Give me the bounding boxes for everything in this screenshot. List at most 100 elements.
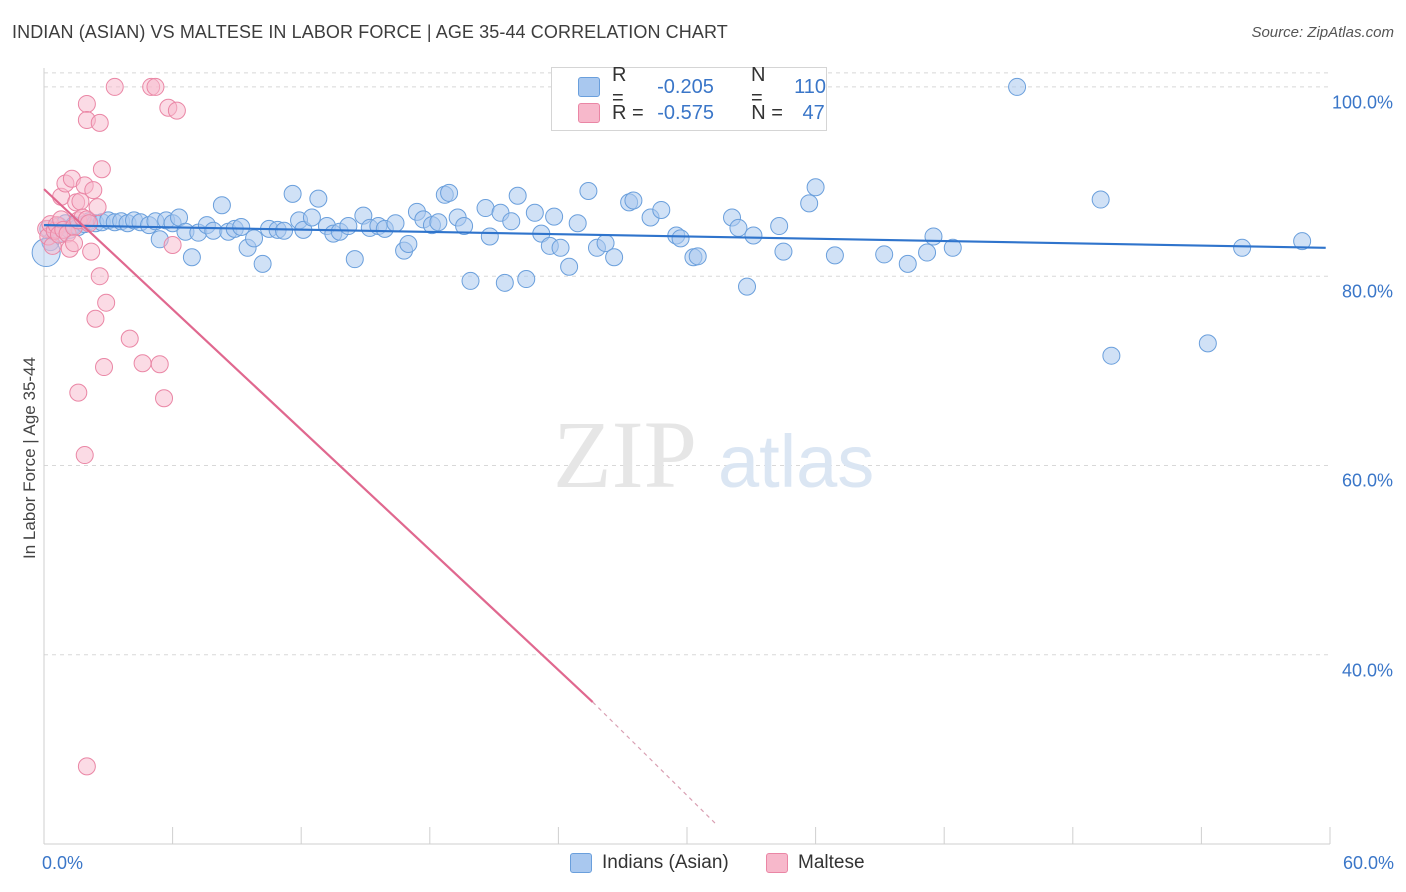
point-indians-asian: [605, 248, 624, 267]
legend-r-value: -0.205: [657, 75, 714, 98]
point-indians-asian: [624, 191, 643, 210]
point-indians-asian: [545, 207, 564, 226]
point-indians-asian: [800, 194, 819, 213]
point-indians-asian: [386, 214, 405, 233]
point-indians-asian: [924, 227, 943, 246]
point-maltese: [82, 242, 101, 261]
y-tick-label-60: 60.0%: [1341, 470, 1393, 491]
point-indians-asian: [774, 242, 793, 261]
legend-label-maltese: Maltese: [798, 852, 865, 873]
point-maltese: [163, 235, 182, 254]
point-indians-asian: [461, 271, 480, 290]
legend-item-maltese[interactable]: Maltese: [766, 852, 865, 874]
legend-r-label: R =: [611, 64, 627, 109]
point-indians-asian: [1293, 232, 1312, 251]
x-tick-max: 60.0%: [1342, 853, 1394, 873]
point-indians-asian: [744, 226, 763, 245]
watermark-atlas: atlas: [718, 420, 874, 503]
point-maltese: [65, 234, 84, 253]
point-indians-asian: [429, 213, 448, 232]
legend-item-indians-asian[interactable]: Indians (Asian): [570, 852, 729, 874]
point-indians-asian: [770, 217, 789, 236]
point-indians-asian: [345, 250, 364, 269]
point-indians-asian: [568, 214, 587, 233]
gridlines: [44, 72, 1330, 656]
source-label: Source: ZipAtlas.com: [1251, 24, 1394, 41]
legend-swatch-pink: [766, 853, 788, 873]
point-indians-asian: [1008, 77, 1027, 96]
y-tick-label-100: 100.0%: [1331, 92, 1393, 113]
point-maltese: [77, 94, 96, 113]
legend-n-label: N =: [751, 101, 783, 124]
point-indians-asian: [551, 238, 570, 257]
trend-lines: [43, 188, 1326, 826]
point-maltese: [150, 355, 169, 374]
legend-r-value: -0.575: [657, 101, 714, 124]
trend-line-maltese: [43, 188, 594, 703]
point-maltese: [90, 113, 109, 132]
point-indians-asian: [245, 229, 264, 248]
point-indians-asian: [182, 248, 201, 267]
point-indians-asian: [652, 200, 671, 219]
point-indians-asian: [729, 218, 748, 237]
point-indians-asian: [339, 217, 358, 236]
legend-r-label: R =: [612, 101, 644, 124]
legend-n-value: 110: [794, 75, 826, 98]
point-maltese: [69, 383, 88, 402]
series-maltese-points: [37, 77, 186, 776]
point-indians-asian: [1233, 238, 1252, 257]
point-maltese: [75, 446, 94, 465]
point-maltese: [80, 214, 99, 233]
point-indians-asian: [1102, 346, 1121, 365]
point-indians-asian: [898, 254, 917, 273]
point-indians-asian: [455, 217, 474, 236]
axes: [43, 68, 1331, 845]
x-tick-min: 0.0%: [42, 853, 84, 873]
point-maltese: [86, 309, 105, 328]
legend-swatch-blue: [578, 77, 600, 97]
y-tick-label-80: 80.0%: [1341, 281, 1393, 302]
point-maltese: [84, 181, 103, 200]
point-indians-asian: [480, 227, 499, 246]
correlation-legend: R = -0.205 N = 110 R = -0.575 N = 47: [551, 64, 827, 131]
point-indians-asian: [825, 246, 844, 265]
point-indians-asian: [212, 196, 231, 215]
point-maltese: [133, 354, 152, 373]
point-indians-asian: [525, 203, 544, 222]
point-maltese: [90, 267, 109, 286]
point-indians-asian: [806, 178, 825, 197]
point-maltese: [92, 160, 111, 179]
point-indians-asian: [1198, 334, 1217, 353]
point-indians-asian: [1091, 190, 1110, 209]
point-indians-asian: [495, 273, 514, 292]
point-indians-asian: [508, 186, 527, 205]
point-indians-asian: [476, 199, 495, 218]
point-maltese: [167, 101, 186, 120]
point-indians-asian: [204, 221, 223, 240]
trend-line-maltese-extension: [592, 701, 718, 826]
trend-line-indians-asian: [43, 223, 1326, 249]
y-tick-label-40: 40.0%: [1341, 660, 1393, 681]
point-indians-asian: [232, 217, 251, 236]
point-maltese: [88, 198, 107, 217]
point-indians-asian: [399, 235, 418, 254]
point-indians-asian: [688, 247, 707, 266]
legend-n-value: 47: [802, 101, 825, 124]
point-indians-asian: [943, 238, 962, 257]
point-indians-asian: [517, 270, 536, 289]
point-maltese: [105, 77, 124, 96]
point-indians-asian: [560, 257, 579, 276]
point-maltese: [97, 293, 116, 312]
legend-row-indians: R = -0.205 N = 110: [578, 64, 826, 109]
point-indians-asian: [671, 229, 690, 248]
point-indians-asian: [253, 254, 272, 273]
point-indians-asian: [502, 212, 521, 231]
point-indians-asian: [440, 183, 459, 202]
legend-row-maltese: R = -0.575 N = 47: [578, 101, 825, 125]
point-indians-asian: [302, 208, 321, 227]
point-indians-asian: [283, 184, 302, 203]
legend-swatch-blue: [570, 853, 592, 873]
point-indians-asian: [309, 189, 328, 208]
series-indians-asian-points: [31, 77, 1312, 365]
